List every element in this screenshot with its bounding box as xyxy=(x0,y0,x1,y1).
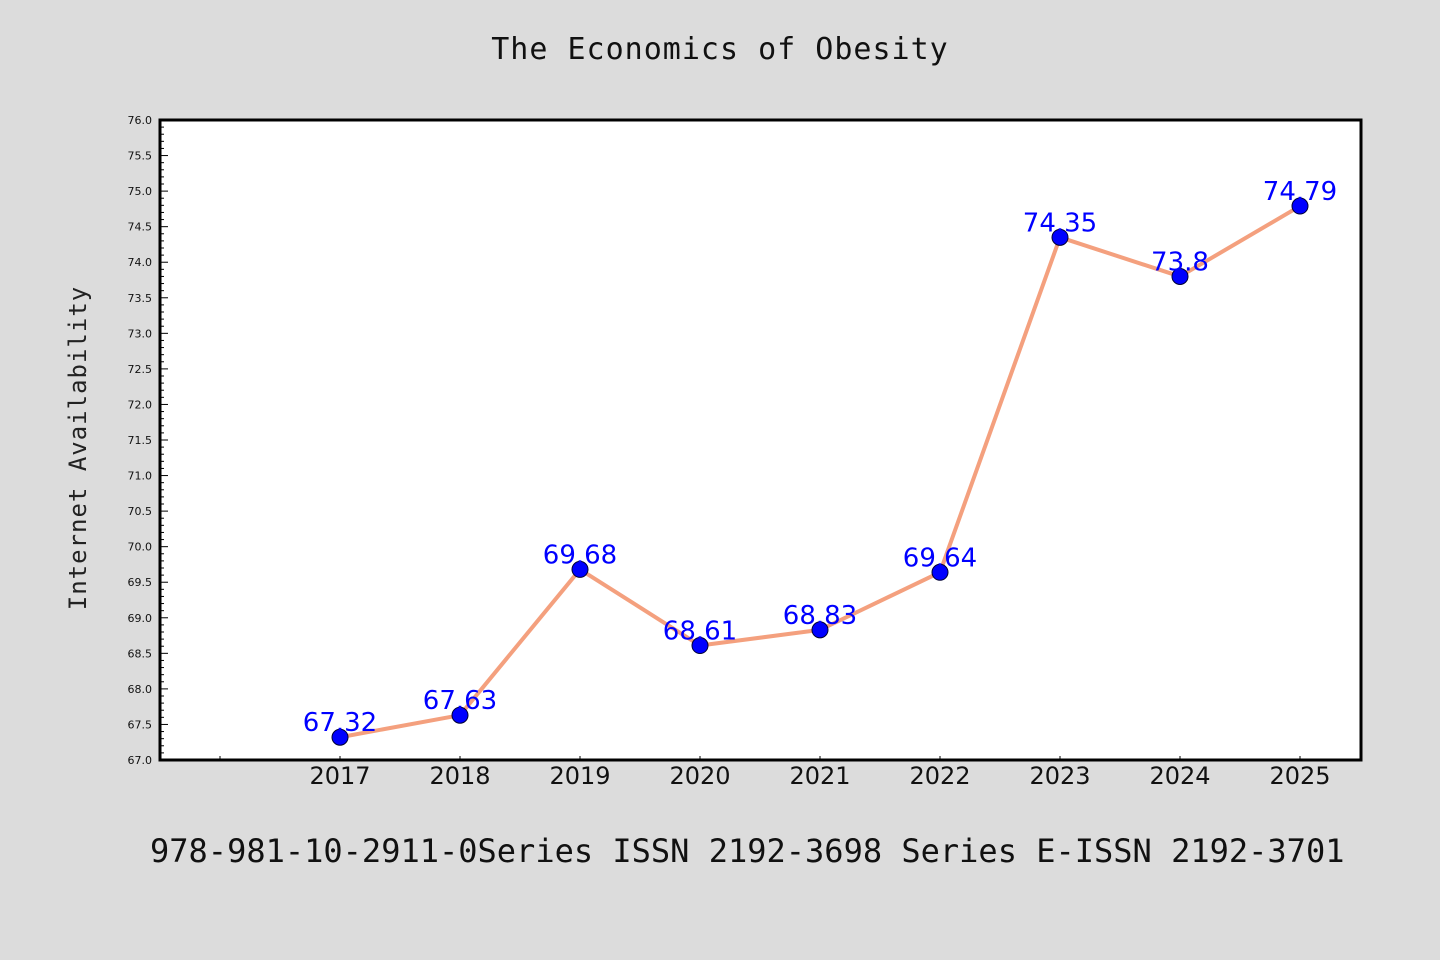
data-point xyxy=(811,621,829,639)
x-tick-label: 2024 xyxy=(1149,762,1210,790)
x-tick-label: 2018 xyxy=(429,762,490,790)
x-tick-label: 2017 xyxy=(309,762,370,790)
y-tick-label: 75.5 xyxy=(128,150,153,163)
x-tick-label: 2022 xyxy=(909,762,970,790)
data-point xyxy=(571,560,589,578)
y-axis: 67.0 67.5 68.0 68.5 69.0 69.5 70.0 70.5 71.0 71.5… xyxy=(128,114,168,767)
footer-text: 978-981-10-2911-0Series ISSN 2192-3698 S… xyxy=(150,832,1345,870)
data-point xyxy=(931,563,949,581)
y-tick-label: 68.5 xyxy=(128,647,153,660)
x-tick-label: 2019 xyxy=(549,762,610,790)
y-tick-label: 71.5 xyxy=(128,434,153,447)
data-point xyxy=(1051,228,1069,246)
y-tick-label: 68.0 xyxy=(128,683,153,696)
y-tick-label: 73.0 xyxy=(128,327,153,340)
y-tick-label: 67.5 xyxy=(128,718,153,731)
data-labels: 67.32 67.63 69.68 68.61 68.83 69.64 74.35 73.8 7… xyxy=(303,177,1337,738)
x-tick-label: 2021 xyxy=(789,762,850,790)
y-axis-label: Internet Availability xyxy=(64,286,92,610)
series-markers xyxy=(331,197,1309,746)
y-tick-label: 74.5 xyxy=(128,221,153,234)
y-tick-label: 75.0 xyxy=(128,185,153,198)
x-axis: 2017 2018 2019 2020 2021 2022 2023 2024 2025 xyxy=(219,756,1331,790)
data-label: 67.32 xyxy=(303,708,377,738)
y-tick-label: 71.0 xyxy=(128,470,153,483)
x-tick-label: 2025 xyxy=(1269,762,1330,790)
y-tick-label: 69.0 xyxy=(128,612,153,625)
x-tick-label: 2023 xyxy=(1029,762,1090,790)
data-label: 68.61 xyxy=(663,617,737,647)
x-tick-label: 2020 xyxy=(669,762,730,790)
plot-area xyxy=(158,118,1363,762)
y-tick-label: 72.0 xyxy=(128,398,153,411)
y-tick-label: 70.5 xyxy=(128,505,153,518)
data-label: 74.35 xyxy=(1023,208,1097,238)
data-label: 74.79 xyxy=(1263,177,1337,207)
data-label: 73.8 xyxy=(1151,247,1209,277)
data-point xyxy=(1291,197,1309,215)
data-point xyxy=(691,637,709,655)
y-tick-label: 72.5 xyxy=(128,363,153,376)
data-point xyxy=(1171,267,1189,285)
data-point xyxy=(451,706,469,724)
y-tick-label: 70.0 xyxy=(128,541,153,554)
y-tick-label: 76.0 xyxy=(128,114,153,127)
y-tick-label: 67.0 xyxy=(128,754,153,767)
data-label: 69.64 xyxy=(903,543,977,573)
data-label: 67.63 xyxy=(423,686,497,716)
y-tick-label: 73.5 xyxy=(128,292,153,305)
chart-title: The Economics of Obesity xyxy=(491,32,949,67)
data-point xyxy=(331,728,349,746)
y-tick-label: 69.5 xyxy=(128,576,153,589)
y-tick-label: 74.0 xyxy=(128,256,153,269)
data-label: 68.83 xyxy=(783,601,857,631)
data-label: 69.68 xyxy=(543,540,617,570)
